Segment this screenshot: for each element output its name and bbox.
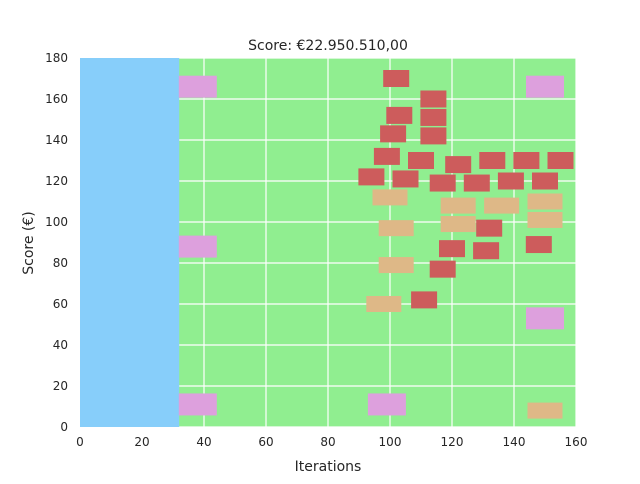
x-axis-ticks: 0 20 40 60 80 100 120 140 160	[76, 435, 587, 449]
red-brick[interactable]	[479, 152, 506, 169]
x-tick-label: 120	[441, 435, 464, 449]
y-axis-label: Score (€)	[21, 211, 37, 275]
x-tick-label: 140	[503, 435, 526, 449]
red-brick[interactable]	[411, 291, 438, 309]
y-axis-ticks: 0 20 40 60 80 100 120 140 160 180	[45, 51, 68, 434]
play-field[interactable]	[79, 57, 577, 428]
x-tick-label: 80	[320, 435, 335, 449]
red-brick[interactable]	[473, 242, 500, 260]
red-brick[interactable]	[383, 70, 410, 87]
red-brick[interactable]	[386, 106, 413, 124]
y-tick-label: 40	[53, 338, 68, 352]
red-brick[interactable]	[408, 152, 434, 169]
pink-block[interactable]	[526, 307, 564, 330]
red-brick[interactable]	[513, 152, 540, 169]
red-brick[interactable]	[476, 219, 503, 237]
red-brick[interactable]	[445, 156, 472, 174]
y-tick-label: 0	[60, 420, 68, 434]
y-tick-label: 80	[53, 256, 68, 270]
red-brick[interactable]	[380, 125, 407, 143]
tan-block[interactable]	[484, 197, 520, 214]
tan-block[interactable]	[378, 257, 414, 274]
y-tick-label: 20	[53, 379, 68, 393]
pink-block[interactable]	[178, 235, 217, 258]
x-axis-label: Iterations	[295, 459, 362, 475]
x-tick-label: 100	[379, 435, 402, 449]
pink-block[interactable]	[178, 75, 217, 98]
red-brick[interactable]	[429, 260, 456, 278]
red-brick[interactable]	[525, 236, 552, 254]
red-brick[interactable]	[463, 174, 490, 192]
red-brick[interactable]	[420, 90, 447, 108]
y-tick-label: 120	[45, 174, 68, 188]
side-wall	[80, 58, 180, 427]
tan-block[interactable]	[440, 216, 476, 233]
red-brick[interactable]	[439, 240, 465, 258]
red-brick[interactable]	[420, 108, 447, 126]
y-tick-label: 180	[45, 51, 68, 65]
y-tick-label: 160	[45, 92, 68, 106]
tan-block[interactable]	[527, 402, 563, 419]
score-title: Score: €22.950.510,00	[248, 38, 408, 54]
red-brick[interactable]	[532, 172, 558, 190]
x-tick-label: 20	[134, 435, 149, 449]
y-tick-label: 100	[45, 215, 68, 229]
red-brick[interactable]	[429, 174, 456, 192]
pink-block[interactable]	[367, 393, 406, 416]
tan-block[interactable]	[440, 197, 476, 214]
red-brick[interactable]	[392, 170, 419, 188]
pink-block[interactable]	[526, 75, 564, 98]
red-brick[interactable]	[358, 168, 385, 186]
red-brick[interactable]	[373, 147, 400, 165]
x-tick-label: 60	[258, 435, 273, 449]
x-tick-label: 40	[196, 435, 211, 449]
tan-block[interactable]	[527, 211, 563, 228]
y-tick-label: 60	[53, 297, 68, 311]
tan-block[interactable]	[366, 296, 402, 312]
red-brick[interactable]	[497, 172, 524, 190]
x-tick-label: 0	[76, 435, 84, 449]
y-tick-label: 140	[45, 133, 68, 147]
red-brick[interactable]	[420, 127, 447, 145]
red-brick[interactable]	[547, 152, 574, 169]
x-tick-label: 160	[565, 435, 588, 449]
tan-block[interactable]	[378, 220, 414, 237]
tan-block[interactable]	[527, 193, 563, 210]
pink-block[interactable]	[178, 393, 217, 416]
tan-block[interactable]	[372, 189, 408, 206]
